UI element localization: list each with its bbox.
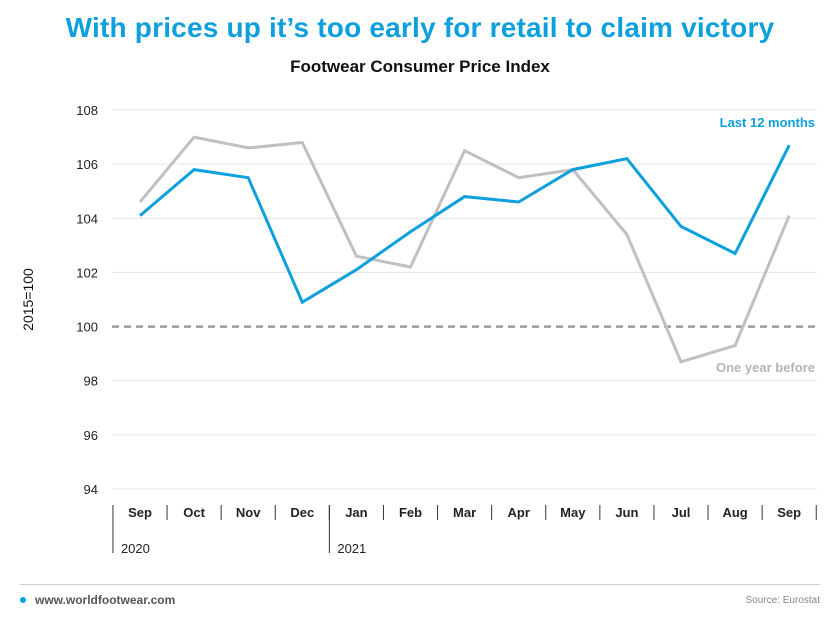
x-tick-label: Jun	[615, 505, 638, 520]
chart-subtitle: Footwear Consumer Price Index	[290, 57, 550, 76]
x-tick-label: Jan	[345, 505, 367, 520]
x-tick-label: Nov	[236, 505, 261, 520]
chart-title: With prices up it’s too early for retail…	[65, 12, 775, 43]
series-line-last-12-months	[139, 144, 791, 305]
y-tick-label: 108	[76, 103, 98, 118]
x-tick-label: Aug	[722, 505, 747, 520]
y-tick-label: 98	[84, 374, 98, 389]
y-axis-label: 2015=100	[20, 268, 36, 331]
y-tick-label: 104	[76, 211, 98, 226]
bullet-dot-icon	[20, 597, 26, 603]
footer-divider	[20, 584, 820, 585]
site-link[interactable]: www.worldfootwear.com	[20, 593, 175, 607]
x-tick-label: Jul	[672, 505, 691, 520]
year-label: 2020	[121, 541, 150, 556]
x-tick-label: Dec	[290, 505, 314, 520]
x-tick-label: Mar	[453, 505, 476, 520]
y-tick-label: 100	[76, 320, 98, 335]
x-tick-label: Sep	[128, 505, 152, 520]
x-tick-label: Oct	[183, 505, 205, 520]
series-label-one-year-before: One year before	[716, 360, 815, 375]
y-tick-label: 94	[84, 482, 98, 497]
source-note: Source: Eurostat	[745, 595, 820, 606]
x-tick-label: Sep	[777, 505, 801, 520]
site-url: www.worldfootwear.com	[35, 593, 176, 607]
series-label-last-12-months: Last 12 months	[720, 115, 815, 130]
y-tick-label: 96	[84, 428, 98, 443]
y-tick-label: 102	[76, 265, 98, 280]
x-tick-label: Feb	[399, 505, 422, 520]
year-label: 2021	[337, 541, 366, 556]
line-chart: 94 96 98 100 102 104 106 108 2015=100 Last 12 mon…	[20, 103, 817, 556]
series-line-one-year-before	[138, 135, 791, 364]
x-tick-label: Apr	[508, 505, 530, 520]
y-tick-label: 106	[76, 157, 98, 172]
x-tick-label: May	[560, 505, 586, 520]
